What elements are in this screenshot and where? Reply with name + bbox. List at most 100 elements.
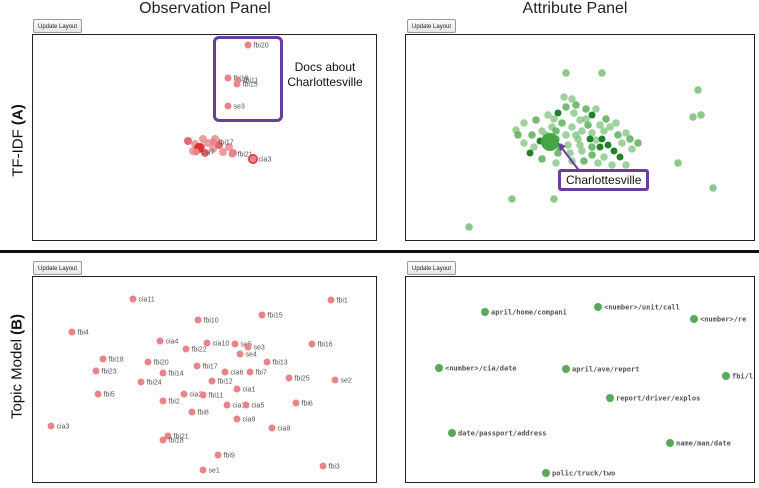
keyword-node[interactable] xyxy=(594,159,602,167)
topic-doc-point[interactable]: fbi13 xyxy=(263,358,288,367)
doc-point-dot[interactable] xyxy=(224,74,232,82)
topic-doc-point[interactable]: se3 xyxy=(244,343,265,352)
keyword-node[interactable] xyxy=(586,135,594,143)
doc-point-dot[interactable] xyxy=(244,41,252,49)
keyword-node[interactable]: date/passport/address xyxy=(448,429,547,438)
topic-doc-point[interactable]: fbi25 xyxy=(285,374,310,383)
keyword-node[interactable] xyxy=(608,161,616,169)
keyword-node-dot[interactable] xyxy=(542,469,550,477)
topic-doc-point[interactable]: fbi5 xyxy=(94,390,115,399)
keyword-node[interactable] xyxy=(580,157,588,165)
doc-point-dot[interactable] xyxy=(209,138,217,146)
topic-doc-point-dot[interactable] xyxy=(129,295,137,303)
topic-doc-point-dot[interactable] xyxy=(223,401,231,409)
topic-doc-point-dot[interactable] xyxy=(319,462,327,470)
topic-doc-point-dot[interactable] xyxy=(68,328,76,336)
keyword-node[interactable] xyxy=(600,127,608,135)
topic-doc-point-dot[interactable] xyxy=(199,391,207,399)
keyword-node[interactable] xyxy=(552,159,560,167)
topic-doc-point[interactable]: cia5 xyxy=(242,401,265,410)
keyword-node[interactable] xyxy=(674,159,682,167)
keyword-node[interactable] xyxy=(564,141,572,149)
topic-doc-point-dot[interactable] xyxy=(137,378,145,386)
keyword-node[interactable] xyxy=(554,109,562,117)
keyword-node-dot[interactable] xyxy=(690,315,698,323)
topic-attribute-panel[interactable]: april/home/compani <number>/unit/call <num… xyxy=(405,276,755,483)
topic-doc-point[interactable]: fbi23 xyxy=(92,367,117,376)
topic-doc-point-dot[interactable] xyxy=(159,369,167,377)
topic-doc-point-dot[interactable] xyxy=(164,432,172,440)
keyword-node[interactable] xyxy=(572,131,580,139)
topic-observation-panel[interactable]: cia11fbi1fbi4fbi10fbi15cia4cia10se5se3fb… xyxy=(32,276,377,483)
topic-doc-point[interactable]: fbi4 xyxy=(68,328,89,337)
charlottesville-keyword-node[interactable] xyxy=(541,133,559,151)
topic-doc-point-dot[interactable] xyxy=(199,466,207,474)
keyword-node-dot[interactable] xyxy=(481,308,489,316)
doc-point[interactable]: cia7 xyxy=(192,148,215,157)
topic-doc-point-dot[interactable] xyxy=(258,311,266,319)
doc-point-dot[interactable] xyxy=(228,150,236,158)
topic-doc-point[interactable]: fbi6 xyxy=(292,399,313,408)
topic-doc-point[interactable]: fbi17 xyxy=(193,362,218,371)
keyword-node[interactable] xyxy=(562,69,570,77)
topic-doc-point-dot[interactable] xyxy=(194,316,202,324)
keyword-node[interactable] xyxy=(606,123,614,131)
keyword-node[interactable]: fbi/li xyxy=(722,372,754,381)
topic-doc-point[interactable]: se2 xyxy=(331,376,352,385)
keyword-node[interactable] xyxy=(588,151,596,159)
keyword-node[interactable] xyxy=(622,161,630,169)
keyword-node[interactable]: april/ave/report xyxy=(562,365,639,374)
topic-doc-point-dot[interactable] xyxy=(94,390,102,398)
topic-doc-point-dot[interactable] xyxy=(331,376,339,384)
doc-point[interactable]: fbi20 xyxy=(244,41,269,50)
topic-doc-point-dot[interactable] xyxy=(292,399,300,407)
keyword-node[interactable] xyxy=(550,115,558,123)
keyword-node[interactable] xyxy=(689,113,697,121)
topic-doc-point[interactable]: cia12 xyxy=(223,401,250,410)
topic-doc-point-dot[interactable] xyxy=(308,340,316,348)
keyword-node[interactable] xyxy=(576,116,584,124)
doc-point[interactable]: se3 xyxy=(224,102,245,111)
topic-doc-point-dot[interactable] xyxy=(246,368,254,376)
keyword-node[interactable]: <number>/cia/date xyxy=(435,364,517,373)
keyword-node[interactable] xyxy=(697,111,705,119)
keyword-node[interactable] xyxy=(550,195,558,203)
keyword-node[interactable] xyxy=(588,111,596,119)
keyword-node-dot[interactable] xyxy=(594,303,602,311)
keyword-node[interactable] xyxy=(602,115,610,123)
keyword-node[interactable] xyxy=(530,143,538,151)
keyword-node[interactable] xyxy=(560,93,568,101)
doc-point[interactable]: cia3 xyxy=(249,155,272,164)
keyword-node-dot[interactable] xyxy=(435,364,443,372)
topic-doc-point[interactable]: fbi12 xyxy=(208,377,233,386)
topic-doc-point-dot[interactable] xyxy=(99,355,107,363)
keyword-node[interactable] xyxy=(582,115,590,123)
topic-doc-point[interactable]: cia6 xyxy=(221,368,244,377)
keyword-node[interactable] xyxy=(465,223,473,231)
topic-doc-point-dot[interactable] xyxy=(159,436,167,444)
topic-doc-point-dot[interactable] xyxy=(208,377,216,385)
keyword-node[interactable] xyxy=(568,95,576,103)
keyword-node[interactable] xyxy=(562,131,570,139)
keyword-node[interactable] xyxy=(610,147,618,155)
topic-doc-point[interactable]: fbi8 xyxy=(188,408,209,417)
keyword-node[interactable] xyxy=(538,155,546,163)
doc-dot[interactable] xyxy=(219,148,227,156)
topic-doc-point[interactable]: fbi18 xyxy=(159,436,184,445)
keyword-node[interactable] xyxy=(578,127,586,135)
topic-doc-point-dot[interactable] xyxy=(242,401,250,409)
keyword-node[interactable] xyxy=(558,119,566,127)
keyword-node-dot[interactable] xyxy=(606,394,614,402)
keyword-node[interactable] xyxy=(562,103,570,111)
update-layout-button-topic-attribute[interactable]: Update Layout xyxy=(407,261,457,275)
doc-point-dot[interactable] xyxy=(192,148,200,156)
keyword-node[interactable] xyxy=(514,131,522,139)
topic-doc-point-dot[interactable] xyxy=(244,343,252,351)
keyword-node[interactable]: <number>/re xyxy=(690,315,746,324)
keyword-node[interactable] xyxy=(614,131,622,139)
keyword-node[interactable] xyxy=(528,131,536,139)
keyword-node[interactable] xyxy=(618,139,626,147)
keyword-node[interactable] xyxy=(520,119,528,127)
topic-doc-point[interactable]: cia10 xyxy=(203,339,230,348)
doc-dot[interactable] xyxy=(215,141,223,149)
